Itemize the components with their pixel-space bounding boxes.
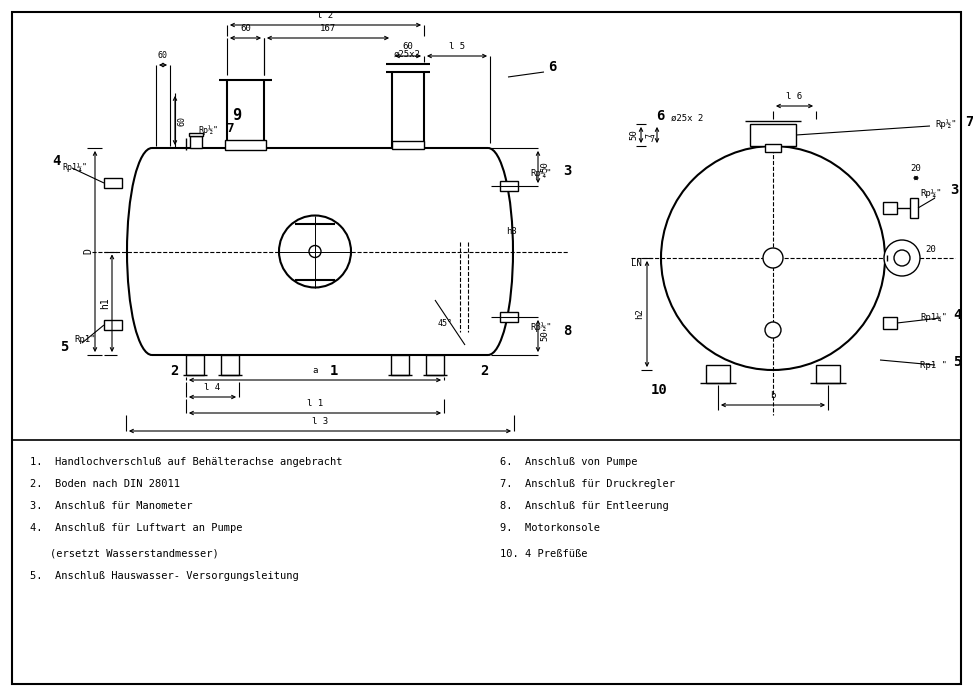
Text: 167: 167 bbox=[320, 24, 336, 33]
Circle shape bbox=[884, 240, 920, 276]
Text: 3: 3 bbox=[563, 164, 571, 178]
Bar bbox=[392, 141, 424, 149]
Text: Rp1¼": Rp1¼" bbox=[62, 164, 87, 173]
Bar bbox=[765, 144, 781, 152]
Text: 7: 7 bbox=[649, 136, 654, 145]
Circle shape bbox=[894, 250, 910, 266]
Text: h3: h3 bbox=[506, 227, 517, 236]
Text: 6: 6 bbox=[548, 60, 557, 74]
Text: Rp½": Rp½" bbox=[198, 125, 218, 135]
Text: 10. 4 Preßfüße: 10. 4 Preßfüße bbox=[500, 549, 588, 559]
Circle shape bbox=[279, 216, 351, 287]
Text: 60: 60 bbox=[177, 116, 187, 125]
Bar bbox=[186, 355, 204, 375]
Text: 8.  Anschluß für Entleerung: 8. Anschluß für Entleerung bbox=[500, 501, 668, 511]
Text: 8: 8 bbox=[563, 324, 571, 338]
Text: 2: 2 bbox=[170, 364, 178, 378]
Text: l 6: l 6 bbox=[786, 92, 803, 101]
Text: 5: 5 bbox=[60, 340, 68, 354]
Text: 20: 20 bbox=[911, 164, 921, 173]
Text: 60: 60 bbox=[158, 51, 168, 60]
Bar bbox=[816, 365, 840, 383]
Text: l 1: l 1 bbox=[306, 399, 323, 408]
Text: 45°: 45° bbox=[438, 319, 453, 328]
Bar bbox=[910, 198, 918, 218]
Text: 2.  Boden nach DIN 28011: 2. Boden nach DIN 28011 bbox=[30, 479, 180, 489]
Text: Rp1 ": Rp1 " bbox=[920, 361, 947, 370]
Text: 3: 3 bbox=[950, 183, 958, 197]
Text: 2: 2 bbox=[480, 364, 488, 378]
Bar bbox=[750, 124, 796, 146]
Text: (ersetzt Wasserstandmesser): (ersetzt Wasserstandmesser) bbox=[50, 549, 219, 559]
Circle shape bbox=[661, 146, 885, 370]
Bar bbox=[190, 136, 202, 148]
Text: h2: h2 bbox=[635, 308, 644, 319]
Text: 6.  Anschluß von Pumpe: 6. Anschluß von Pumpe bbox=[500, 457, 637, 467]
Text: 50: 50 bbox=[540, 331, 550, 341]
Text: 1.  Handlochverschluß auf Behälterachse angebracht: 1. Handlochverschluß auf Behälterachse a… bbox=[30, 457, 342, 467]
Text: l 5: l 5 bbox=[449, 42, 465, 51]
Bar bbox=[883, 317, 897, 329]
Text: 50: 50 bbox=[540, 161, 550, 173]
Text: Rp1": Rp1" bbox=[74, 335, 95, 345]
Text: l 4: l 4 bbox=[204, 383, 221, 392]
Text: 50: 50 bbox=[630, 129, 638, 141]
Text: l 3: l 3 bbox=[312, 417, 328, 426]
Text: 9.  Motorkonsole: 9. Motorkonsole bbox=[500, 523, 600, 533]
Bar bbox=[426, 355, 444, 375]
Text: 4: 4 bbox=[953, 308, 961, 322]
Text: 7: 7 bbox=[645, 132, 655, 138]
Bar bbox=[500, 181, 518, 191]
Bar bbox=[883, 202, 897, 214]
Text: 60: 60 bbox=[240, 24, 251, 33]
Text: 1: 1 bbox=[330, 364, 339, 378]
Text: Rp½": Rp½" bbox=[935, 119, 956, 129]
Text: 5: 5 bbox=[953, 355, 961, 369]
Text: Rp½": Rp½" bbox=[530, 322, 552, 332]
Text: Rp¼": Rp¼" bbox=[530, 170, 552, 178]
Text: h1: h1 bbox=[100, 297, 110, 309]
Bar bbox=[500, 312, 518, 322]
Text: 7.  Anschluß für Druckregler: 7. Anschluß für Druckregler bbox=[500, 479, 675, 489]
Bar bbox=[104, 320, 122, 330]
Text: 4: 4 bbox=[52, 154, 60, 168]
Bar bbox=[225, 140, 266, 150]
Text: b: b bbox=[771, 391, 775, 400]
Text: 20: 20 bbox=[925, 246, 936, 255]
Circle shape bbox=[765, 322, 781, 338]
Bar bbox=[221, 355, 239, 375]
Text: 4.  Anschluß für Luftwart an Pumpe: 4. Anschluß für Luftwart an Pumpe bbox=[30, 523, 242, 533]
Circle shape bbox=[309, 246, 321, 258]
Text: 10: 10 bbox=[651, 383, 667, 397]
Text: 5.  Anschluß Hauswasser- Versorgungsleitung: 5. Anschluß Hauswasser- Versorgungsleitu… bbox=[30, 571, 299, 581]
Text: LN: LN bbox=[631, 258, 642, 267]
Circle shape bbox=[763, 248, 783, 268]
Text: 7: 7 bbox=[226, 122, 234, 134]
Bar bbox=[706, 365, 730, 383]
Text: 60: 60 bbox=[403, 42, 414, 51]
Bar bbox=[104, 178, 122, 188]
Text: l 2: l 2 bbox=[317, 11, 334, 20]
Bar bbox=[391, 355, 409, 375]
Text: Rp1¼": Rp1¼" bbox=[920, 313, 947, 322]
Text: a: a bbox=[312, 366, 318, 375]
Text: 6: 6 bbox=[656, 109, 665, 123]
Text: D: D bbox=[83, 248, 93, 255]
Text: 9: 9 bbox=[232, 109, 241, 123]
Text: ø25x2: ø25x2 bbox=[394, 49, 421, 58]
Text: ø25x 2: ø25x 2 bbox=[671, 113, 703, 122]
Bar bbox=[189, 133, 203, 136]
Text: Rp¼": Rp¼" bbox=[920, 189, 942, 198]
Text: 7: 7 bbox=[965, 115, 973, 129]
Text: 3.  Anschluß für Manometer: 3. Anschluß für Manometer bbox=[30, 501, 193, 511]
